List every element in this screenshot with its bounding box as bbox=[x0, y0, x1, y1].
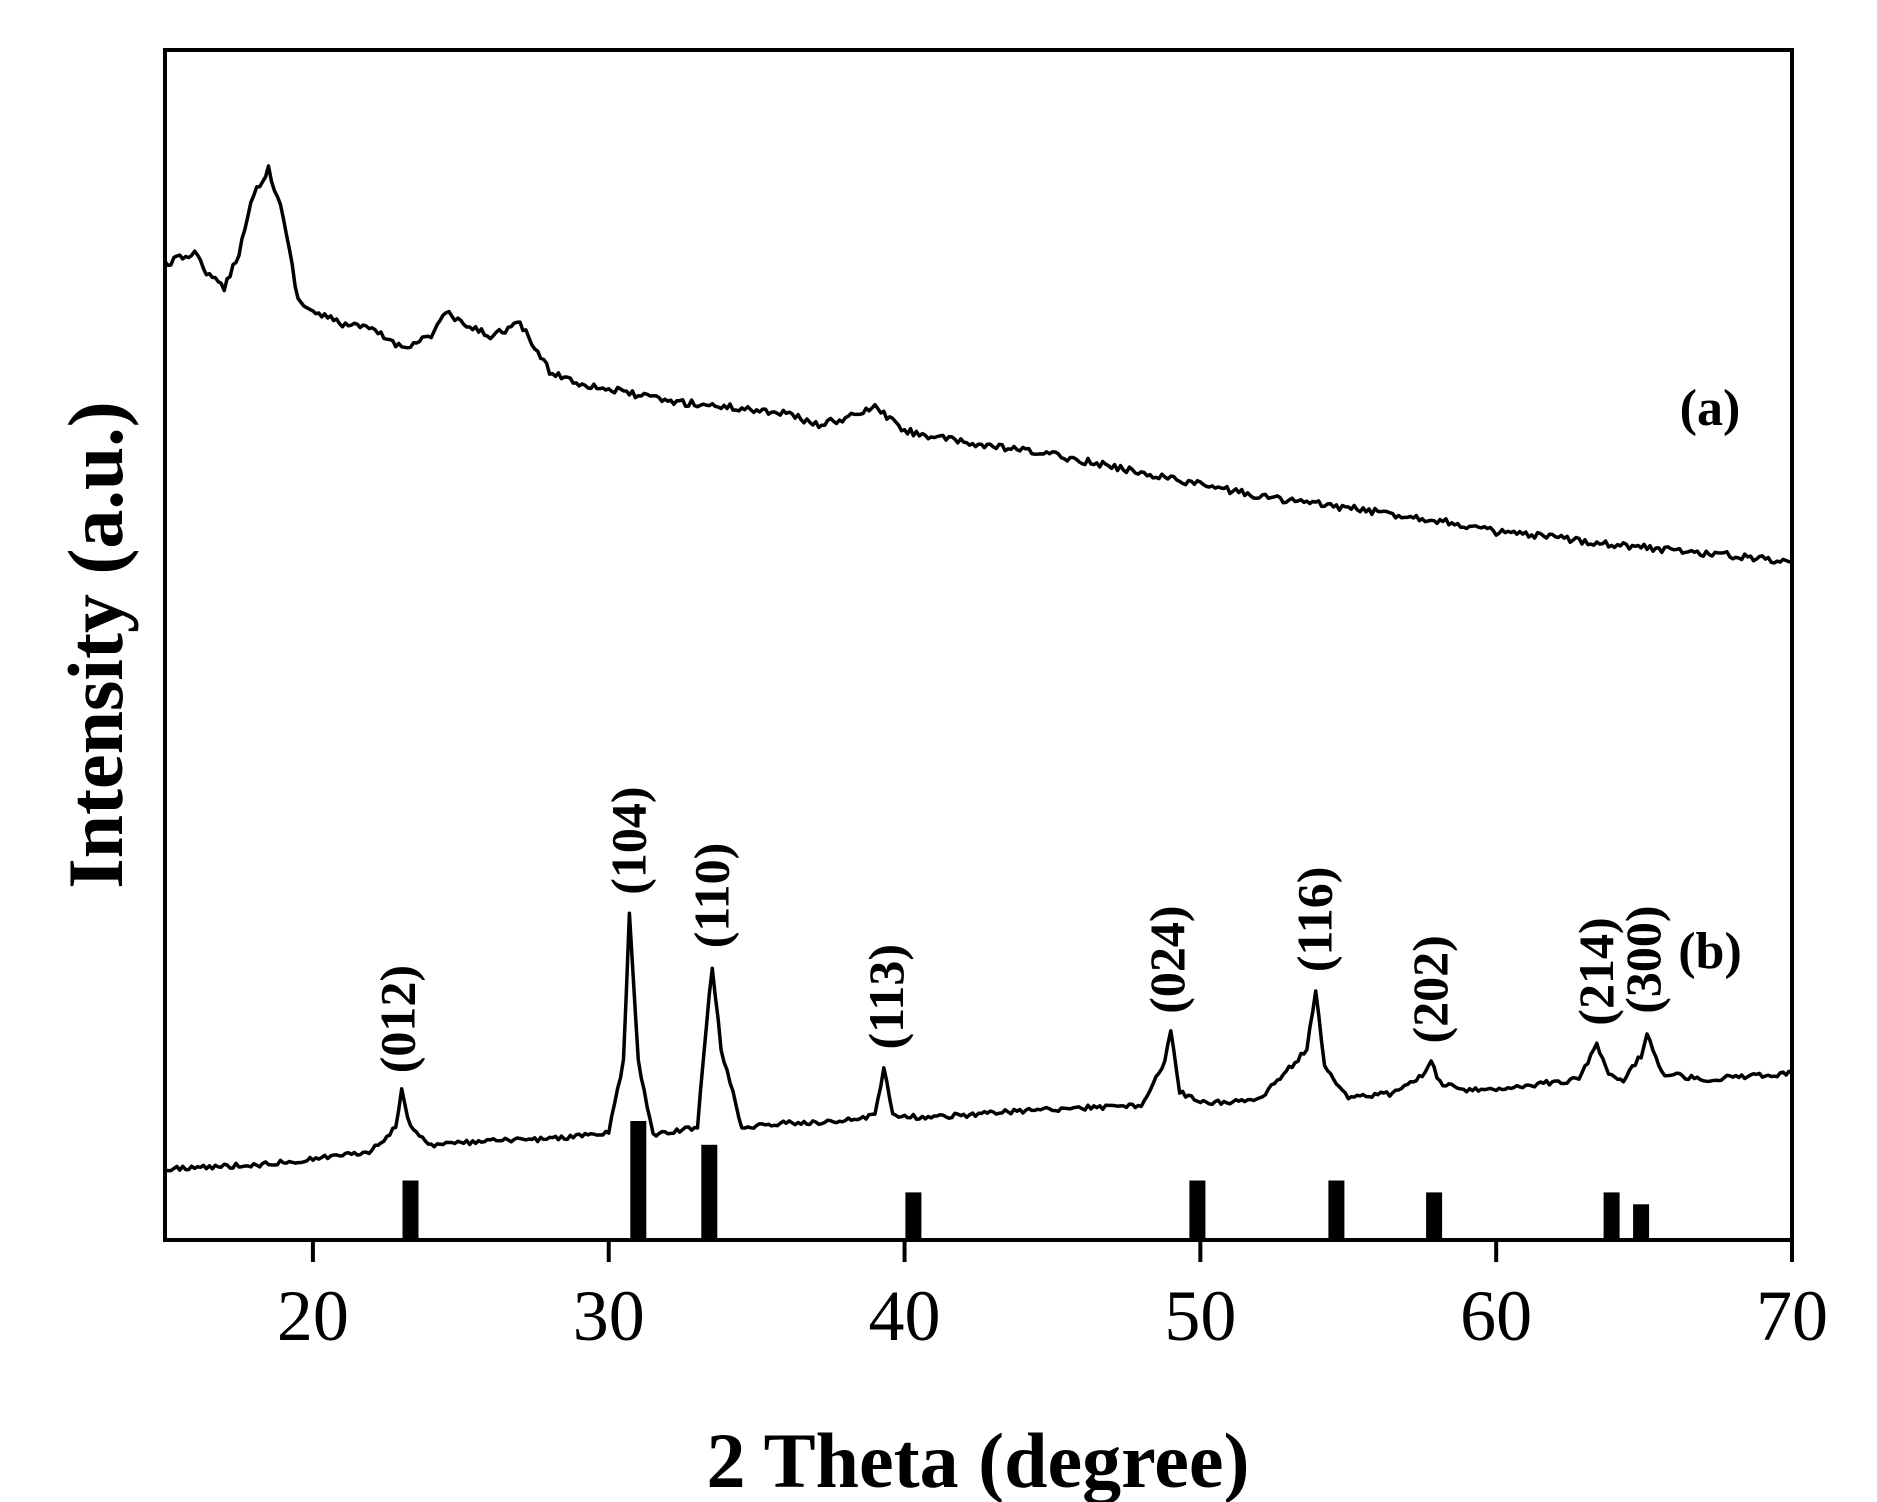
x-axis-ticks: 20 30 40 50 60 70 bbox=[277, 1240, 1828, 1356]
reference-bars bbox=[402, 1121, 1650, 1240]
peak-label: (110) bbox=[683, 843, 739, 949]
peak-label: (214) bbox=[1568, 917, 1624, 1025]
peak-label: (116) bbox=[1287, 867, 1343, 973]
series-line-a bbox=[163, 164, 1792, 565]
x-tick-label: 20 bbox=[277, 1276, 349, 1356]
reference-bar bbox=[630, 1121, 647, 1240]
peak-labels: (012) (104) (110) (113) (024) (116) (202) (214)… bbox=[370, 786, 1671, 1073]
x-tick-label: 40 bbox=[869, 1276, 941, 1356]
peak-label: (113) bbox=[858, 944, 914, 1050]
y-axis-title: Intensity (a.u.) bbox=[52, 401, 139, 889]
reference-bar bbox=[701, 1144, 718, 1240]
peak-label: (104) bbox=[600, 786, 656, 894]
reference-bar bbox=[1328, 1180, 1345, 1240]
series-layer bbox=[163, 164, 1794, 1173]
curve-label-a: (a) bbox=[1680, 380, 1741, 437]
reference-bar bbox=[1189, 1180, 1206, 1240]
plot-frame bbox=[163, 48, 1794, 1242]
peak-label: (300) bbox=[1615, 905, 1671, 1013]
reference-bar bbox=[1603, 1192, 1620, 1240]
reference-bar bbox=[402, 1180, 419, 1240]
reference-bar bbox=[1426, 1192, 1443, 1240]
peak-label: (024) bbox=[1139, 905, 1195, 1013]
x-axis-title: 2 Theta (degree) bbox=[707, 1417, 1250, 1502]
reference-bar bbox=[905, 1192, 922, 1240]
x-tick-label: 70 bbox=[1756, 1276, 1828, 1356]
x-tick-label: 50 bbox=[1164, 1276, 1236, 1356]
series-line-b bbox=[164, 911, 1794, 1173]
curve-label-b: (b) bbox=[1678, 923, 1742, 980]
x-tick-label: 30 bbox=[573, 1276, 645, 1356]
peak-label: (012) bbox=[370, 965, 426, 1073]
reference-bar bbox=[1633, 1204, 1650, 1240]
peak-label: (202) bbox=[1402, 935, 1458, 1043]
x-tick-label: 60 bbox=[1460, 1276, 1532, 1356]
